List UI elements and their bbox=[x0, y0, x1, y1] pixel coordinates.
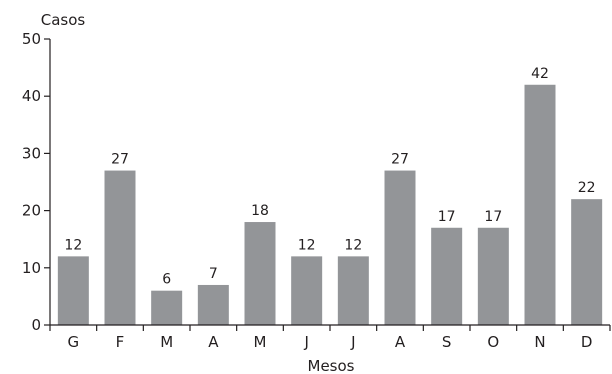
x-tick-label-7: A bbox=[395, 333, 406, 351]
x-tick-label-3: A bbox=[208, 333, 219, 351]
bar-8 bbox=[431, 227, 463, 325]
bar-4 bbox=[244, 222, 276, 325]
y-axis: 0 10 20 30 40 50 bbox=[22, 30, 51, 334]
y-tick-label-1: 10 bbox=[22, 259, 41, 277]
x-tick-label-0: G bbox=[68, 333, 80, 351]
bar-value-label-10: 42 bbox=[531, 66, 549, 82]
bar-6 bbox=[337, 256, 369, 325]
bar-value-label-6: 12 bbox=[344, 237, 362, 253]
bar-value-label-1: 27 bbox=[111, 152, 129, 168]
bar-10 bbox=[524, 84, 556, 325]
y-tick-label-3: 30 bbox=[22, 144, 41, 162]
data-labels-group: 12 27 6 7 18 12 12 27 17 17 42 22 bbox=[64, 66, 595, 288]
y-tick-label-4: 40 bbox=[22, 87, 41, 105]
bar-1 bbox=[104, 170, 136, 325]
x-tick-label-1: F bbox=[116, 333, 125, 351]
bar-value-label-9: 17 bbox=[484, 209, 502, 225]
bar-value-label-0: 12 bbox=[64, 237, 82, 253]
bar-11 bbox=[571, 199, 603, 325]
x-tick-label-6: J bbox=[350, 333, 355, 351]
x-tick-label-4: M bbox=[254, 333, 267, 351]
bars-group bbox=[57, 84, 603, 325]
bar-5 bbox=[291, 256, 323, 325]
x-tick-label-2: M bbox=[160, 333, 173, 351]
bar-2 bbox=[151, 290, 183, 325]
x-axis-title: Mesos bbox=[308, 357, 355, 374]
x-tick-label-8: S bbox=[442, 333, 452, 351]
bar-value-label-5: 12 bbox=[298, 237, 316, 253]
x-tick-label-5: J bbox=[303, 333, 308, 351]
bar-value-label-8: 17 bbox=[438, 209, 456, 225]
bar-value-label-11: 22 bbox=[578, 180, 596, 196]
y-tick-label-0: 0 bbox=[31, 316, 41, 334]
bar-9 bbox=[477, 227, 509, 325]
y-axis-title: Casos bbox=[41, 11, 86, 29]
bar-value-label-2: 6 bbox=[162, 272, 171, 288]
x-tick-label-9: O bbox=[487, 333, 499, 351]
y-tick-label-2: 20 bbox=[22, 202, 41, 220]
bar-value-label-7: 27 bbox=[391, 152, 409, 168]
y-tick-label-5: 50 bbox=[22, 30, 41, 48]
bar-0 bbox=[57, 256, 89, 325]
x-tick-label-11: D bbox=[581, 333, 593, 351]
bar-value-label-3: 7 bbox=[209, 266, 218, 282]
bar-value-label-4: 18 bbox=[251, 203, 269, 219]
bar-7 bbox=[384, 170, 416, 325]
x-tick-label-10: N bbox=[534, 333, 545, 351]
bar-3 bbox=[197, 284, 229, 325]
